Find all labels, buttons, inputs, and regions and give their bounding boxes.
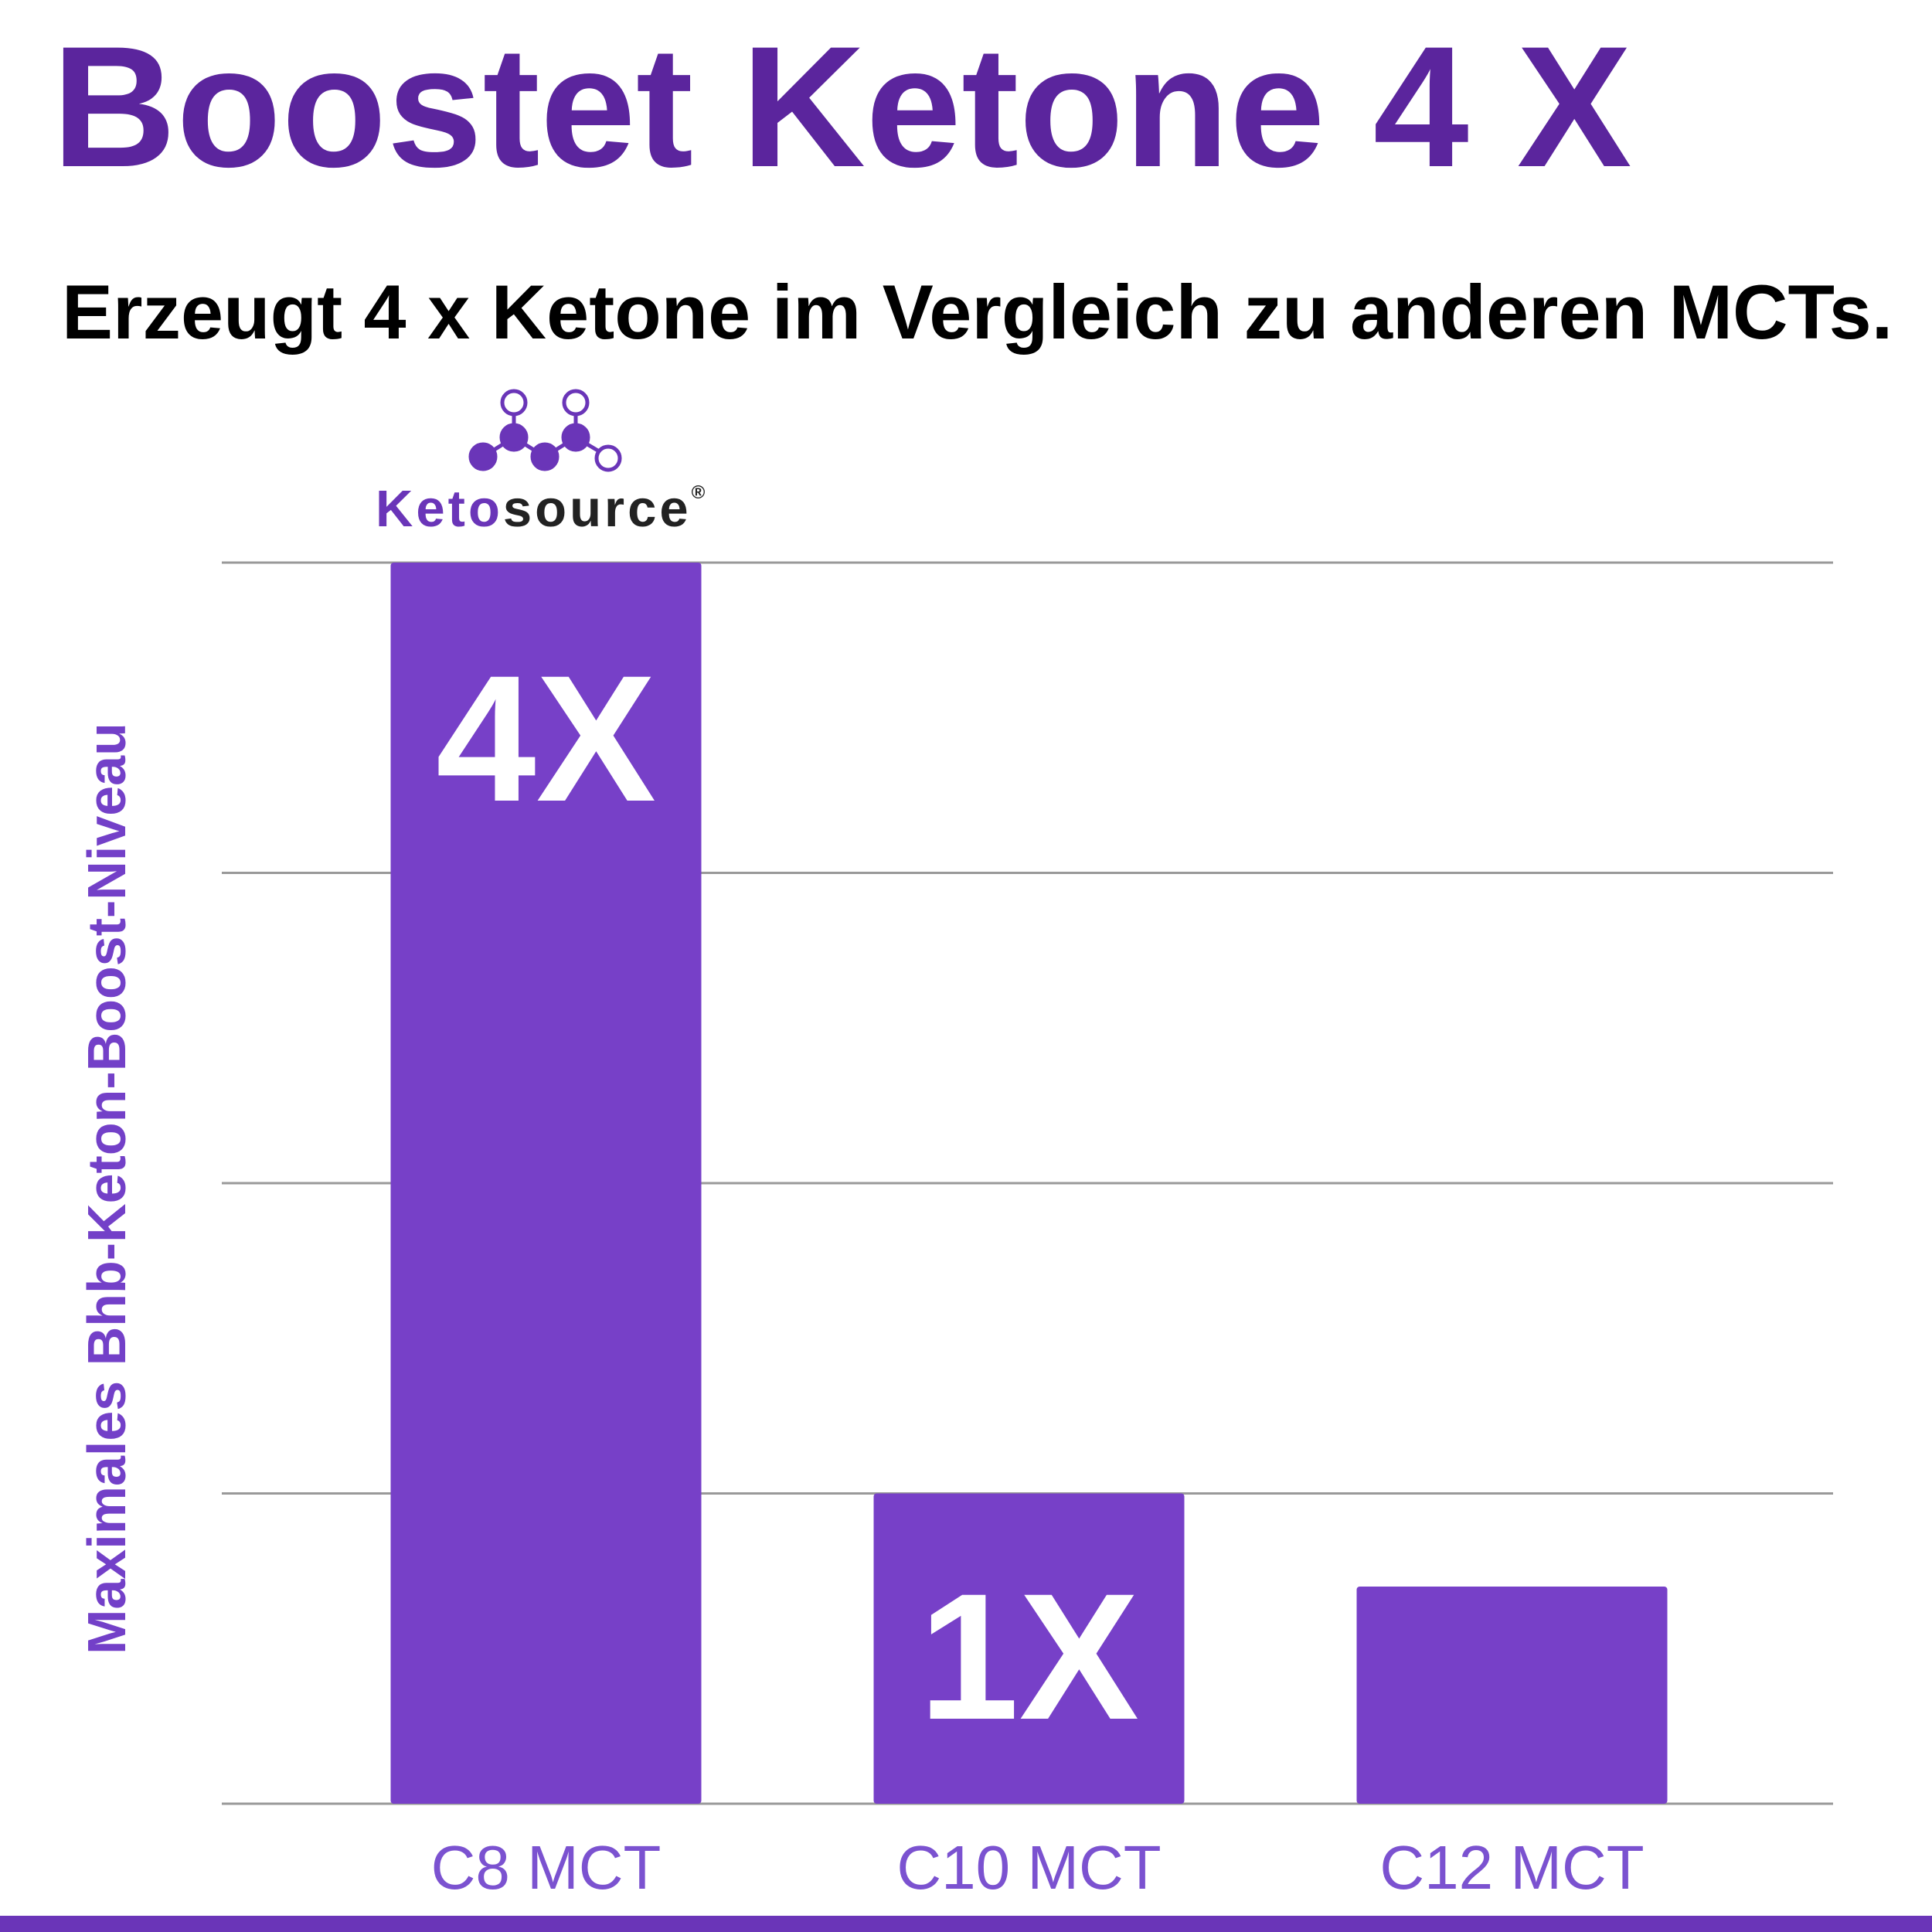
bar (1356, 1586, 1668, 1804)
logo-part: Keto (376, 480, 503, 538)
x-tick-label: C8 MCT (431, 1833, 662, 1902)
bar (873, 1493, 1185, 1804)
x-tick-label: C10 MCT (896, 1833, 1161, 1902)
logo-mark: ® (692, 482, 709, 503)
title: Boostet Ketone 4 X (52, 11, 1631, 203)
bar (390, 563, 702, 1804)
subtitle: Erzeugt 4 x Ketone im Vergleich zu ander… (62, 269, 1893, 355)
footer-bar (0, 1916, 1932, 1932)
logo-text: Ketosource® (376, 480, 708, 538)
value-label: 4X (436, 638, 656, 839)
value-label: 1X (919, 1556, 1139, 1757)
logo-part: source (503, 480, 692, 538)
y-axis-label: Maximales Bhb-Keton-Boost-Niveau (77, 723, 137, 1655)
logo-icon (468, 389, 622, 472)
x-tick-label: C12 MCT (1379, 1833, 1644, 1902)
